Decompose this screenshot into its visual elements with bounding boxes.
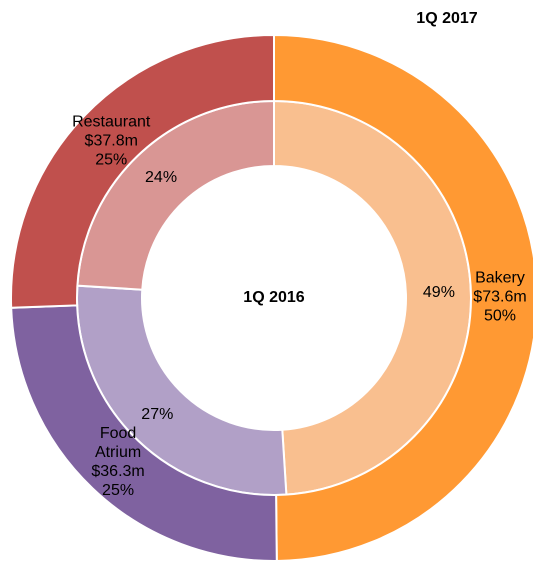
outer-label: Bakery $73.6m 50% [457,268,533,325]
category-label: Restaurant [72,113,151,131]
percent-label: 25% [95,151,128,169]
value-label: $37.8m [84,132,138,150]
category-label: Bakery [475,269,525,287]
inner-percent-label: 24% [145,169,177,186]
category-label: Food Atrium [94,424,142,461]
percent-label: 50% [483,307,516,325]
donut-segment [10,33,275,309]
inner-percent-label: 49% [423,284,455,301]
outer-label: Restaurant $37.8m 25% [68,113,154,170]
value-label: $36.3m [91,462,145,480]
outer-label: Food Atrium $36.3m 25% [75,424,161,500]
center-label: 1Q 2016 [243,289,304,306]
percent-label: 25% [102,481,135,499]
value-label: $73.6m [473,288,527,306]
donut-segment [273,33,533,562]
chart-title: 1Q 2017 [416,10,477,27]
inner-percent-label: 27% [141,406,173,423]
